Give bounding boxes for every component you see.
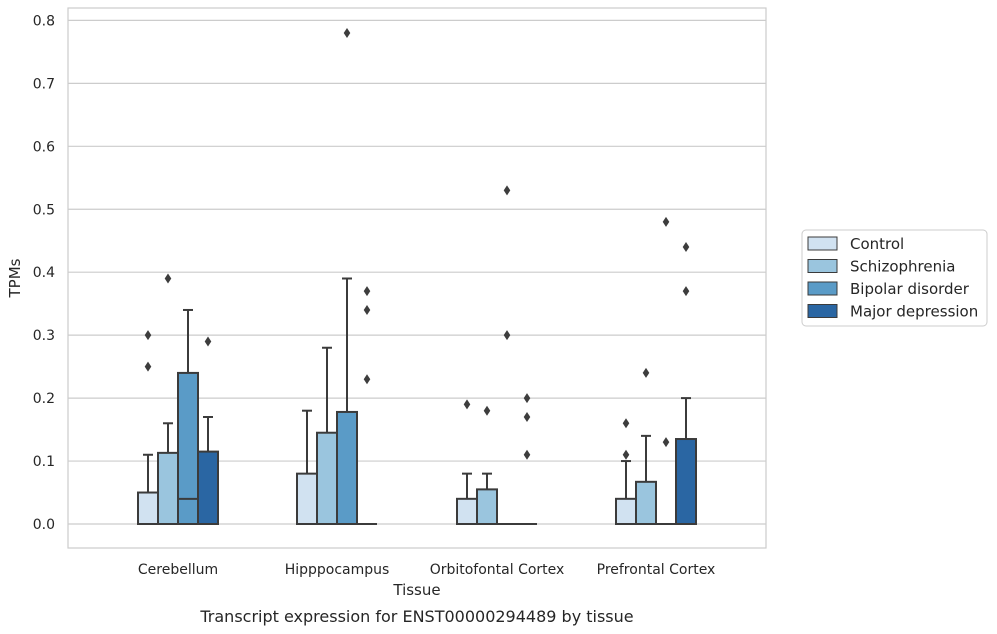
outlier-point bbox=[662, 216, 670, 227]
outlier-point bbox=[622, 418, 630, 429]
box-body bbox=[476, 488, 498, 526]
box-body bbox=[157, 451, 179, 525]
outlier-point bbox=[483, 405, 491, 416]
outlier-point bbox=[503, 185, 511, 196]
boxes-layer bbox=[137, 277, 697, 526]
box-2-1 bbox=[336, 277, 358, 526]
y-tick-label: 0.6 bbox=[33, 139, 55, 155]
x-tick-labels: Cerebellum Hipppocampus Orbitofontal Corte… bbox=[138, 562, 715, 578]
plot-frame bbox=[67, 7, 767, 549]
legend: Control Schizophrenia Bipolar disorder Majo… bbox=[801, 229, 988, 327]
x-tick-label: Hipppocampus bbox=[285, 562, 390, 578]
box-body bbox=[137, 491, 159, 525]
legend-frame bbox=[801, 229, 988, 327]
box-body bbox=[635, 480, 657, 525]
box-body bbox=[197, 450, 219, 526]
box-1-3 bbox=[635, 434, 657, 525]
outlier-point bbox=[363, 374, 371, 385]
x-tick-label: Prefrontal Cortex bbox=[597, 562, 716, 578]
y-tick-label: 0.4 bbox=[33, 265, 55, 281]
y-tick-label: 0.7 bbox=[33, 76, 55, 92]
box-0-0 bbox=[137, 453, 159, 525]
outlier-point bbox=[463, 399, 471, 410]
x-axis-title: Tissue bbox=[392, 581, 440, 599]
y-axis-title: TPMs bbox=[6, 258, 24, 298]
outlier-point bbox=[662, 437, 670, 448]
x-tick-label: Cerebellum bbox=[138, 562, 218, 578]
box-body bbox=[615, 497, 637, 526]
outlier-point bbox=[523, 393, 531, 404]
outlier-point bbox=[682, 286, 690, 297]
legend-label: Major depression bbox=[850, 303, 978, 321]
legend-label: Schizophrenia bbox=[850, 258, 955, 276]
outlier-point bbox=[204, 336, 212, 347]
y-tick-label: 0.0 bbox=[33, 517, 55, 533]
box-body bbox=[296, 472, 318, 526]
chart-caption: Transcript expression for ENST0000029448… bbox=[199, 607, 633, 626]
box-0-1 bbox=[296, 409, 318, 526]
box-1-2 bbox=[476, 472, 498, 526]
x-tick-label: Orbitofontal Cortex bbox=[430, 562, 565, 578]
legend-items: Control Schizophrenia Bipolar disorder Majo… bbox=[807, 235, 978, 321]
outlier-point bbox=[144, 330, 152, 341]
box-0-3 bbox=[615, 460, 637, 526]
y-tick-label: 0.8 bbox=[33, 13, 55, 29]
box-body bbox=[316, 431, 338, 525]
legend-swatch bbox=[807, 281, 838, 296]
outlier-point bbox=[363, 304, 371, 315]
y-tick-labels: 0.0 0.1 0.2 0.3 0.4 0.5 0.6 0.7 0.8 bbox=[33, 13, 55, 533]
legend-swatch bbox=[807, 236, 838, 251]
box-1-1 bbox=[316, 346, 338, 525]
outlier-point bbox=[523, 411, 531, 422]
outlier-point bbox=[343, 27, 351, 38]
outlier-point bbox=[363, 286, 371, 297]
legend-swatch bbox=[807, 304, 838, 318]
box-3-0 bbox=[197, 415, 219, 526]
y-tick-label: 0.1 bbox=[33, 454, 55, 470]
box-body bbox=[177, 371, 199, 526]
outlier-point bbox=[144, 361, 152, 372]
outlier-point bbox=[622, 449, 630, 460]
outliers-layer bbox=[144, 27, 690, 460]
outlier-point bbox=[682, 242, 690, 253]
y-tick-label: 0.2 bbox=[33, 391, 55, 407]
grid-layer bbox=[68, 19, 766, 525]
box-1-0 bbox=[157, 422, 179, 525]
outlier-point bbox=[523, 449, 531, 460]
y-tick-label: 0.5 bbox=[33, 202, 55, 218]
box-body bbox=[675, 438, 697, 525]
legend-label: Control bbox=[850, 235, 904, 253]
legend-swatch bbox=[807, 259, 838, 273]
y-tick-label: 0.3 bbox=[33, 328, 55, 344]
box-body bbox=[456, 497, 478, 526]
box-body bbox=[336, 410, 358, 526]
outlier-point bbox=[642, 367, 650, 378]
outlier-point bbox=[164, 273, 172, 284]
box-0-2 bbox=[456, 472, 478, 526]
box-2-0 bbox=[177, 308, 199, 526]
legend-label: Bipolar disorder bbox=[850, 280, 970, 298]
box-3-3 bbox=[675, 397, 697, 525]
outlier-point bbox=[503, 330, 511, 341]
